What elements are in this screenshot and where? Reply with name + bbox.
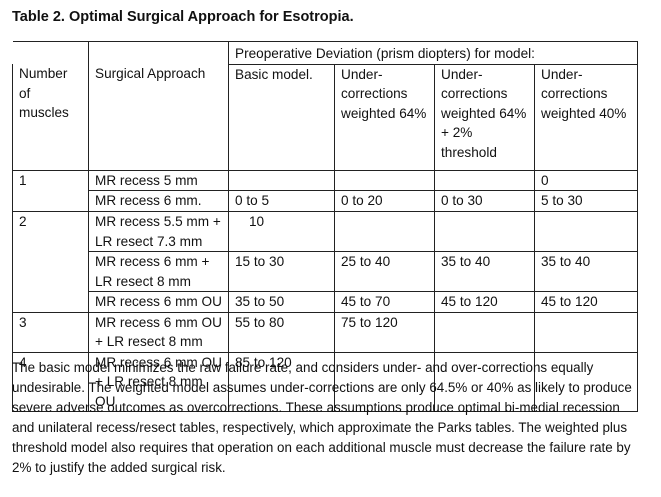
header-basic: Basic model. — [228, 63, 335, 171]
w64t-cell — [434, 211, 535, 252]
w64t-cell: 0 to 30 — [434, 190, 535, 212]
basic-cell: 35 to 50 — [228, 291, 335, 313]
muscle-count: 1 — [12, 169, 89, 212]
w40-cell: 45 to 120 — [533, 291, 639, 313]
approach-cell: MR recess 6 mm OU — [88, 291, 229, 313]
table-notes: The basic model minimizes the raw failur… — [12, 360, 632, 475]
w64-cell: 45 to 70 — [334, 291, 435, 313]
esotropia-table: Preoperative Deviation (prism diopters) … — [12, 41, 639, 412]
w64-cell — [334, 211, 435, 252]
w64t-cell — [434, 351, 535, 412]
table-title: Table 2. Optimal Surgical Approach for E… — [12, 9, 354, 25]
table-row: 2 MR recess 5.5 mm + LR resect 7.3 mm 10 — [12, 211, 639, 313]
w40-cell — [533, 311, 639, 353]
approach-cell: MR recess 5.5 mm + LR resect 7.3 mm — [88, 211, 229, 252]
muscle-count: 2 — [12, 211, 89, 313]
basic-cell: 0 to 5 — [228, 190, 335, 212]
w64-cell: 0 to 20 — [334, 190, 435, 212]
table-row: 4 MR recess 6 mm OU + LR resect 8 mm OU … — [12, 351, 639, 412]
blank-corner-2 — [88, 41, 229, 64]
w64-cell — [334, 351, 435, 412]
basic-cell: 85 to 120 — [228, 351, 335, 412]
w64t-cell: 35 to 40 — [434, 251, 535, 292]
muscle-count: 3 — [12, 311, 89, 353]
approach-cell: MR recess 6 mm + LR resect 8 mm — [88, 251, 229, 292]
w64-cell — [334, 169, 435, 191]
basic-cell: 10 — [228, 211, 335, 252]
basic-cell: 15 to 30 — [228, 251, 335, 292]
w64t-cell: 45 to 120 — [434, 291, 535, 313]
blank-corner — [12, 41, 89, 64]
header-weighted-40: Under-corrections weighted 40% — [533, 63, 639, 171]
header-muscles: Number of muscles — [12, 64, 89, 171]
header-weighted-64-threshold: Under-corrections weighted 64% + 2% thre… — [434, 63, 535, 171]
w40-cell: 0 — [533, 169, 639, 191]
w40-cell — [533, 351, 639, 412]
deviation-span-header: Preoperative Deviation (prism diopters) … — [227, 41, 639, 65]
muscle-count: 4 — [12, 351, 89, 412]
w64-cell: 75 to 120 — [334, 311, 435, 353]
w64-cell: 25 to 40 — [334, 251, 435, 292]
table-row: 1 MR recess 5 mm 0 — [12, 169, 639, 212]
w40-cell: 5 to 30 — [533, 190, 639, 212]
table-row: MR recess 6 mm. 0 to 5 0 to 20 0 to 30 5… — [13, 190, 639, 212]
header-weighted-64: Under-corrections weighted 64% — [334, 63, 435, 171]
approach-cell: MR recess 6 mm. — [88, 190, 229, 212]
table-row: 3 MR recess 6 mm OU + LR resect 8 mm 55 … — [12, 311, 639, 353]
basic-cell: 55 to 80 — [228, 311, 335, 353]
approach-cell: MR recess 5 mm — [88, 169, 229, 191]
header-approach: Surgical Approach — [88, 64, 229, 171]
w40-cell — [533, 211, 639, 252]
approach-cell: MR recess 6 mm OU + LR resect 8 mm — [88, 311, 229, 353]
w40-cell: 35 to 40 — [533, 251, 639, 292]
table-row: MR recess 6 mm + LR resect 8 mm 15 to 30… — [13, 251, 639, 292]
basic-cell — [228, 169, 335, 191]
table-row: MR recess 6 mm OU 35 to 50 45 to 70 45 t… — [13, 291, 639, 313]
w64t-cell — [434, 311, 535, 353]
w64t-cell — [434, 169, 535, 191]
